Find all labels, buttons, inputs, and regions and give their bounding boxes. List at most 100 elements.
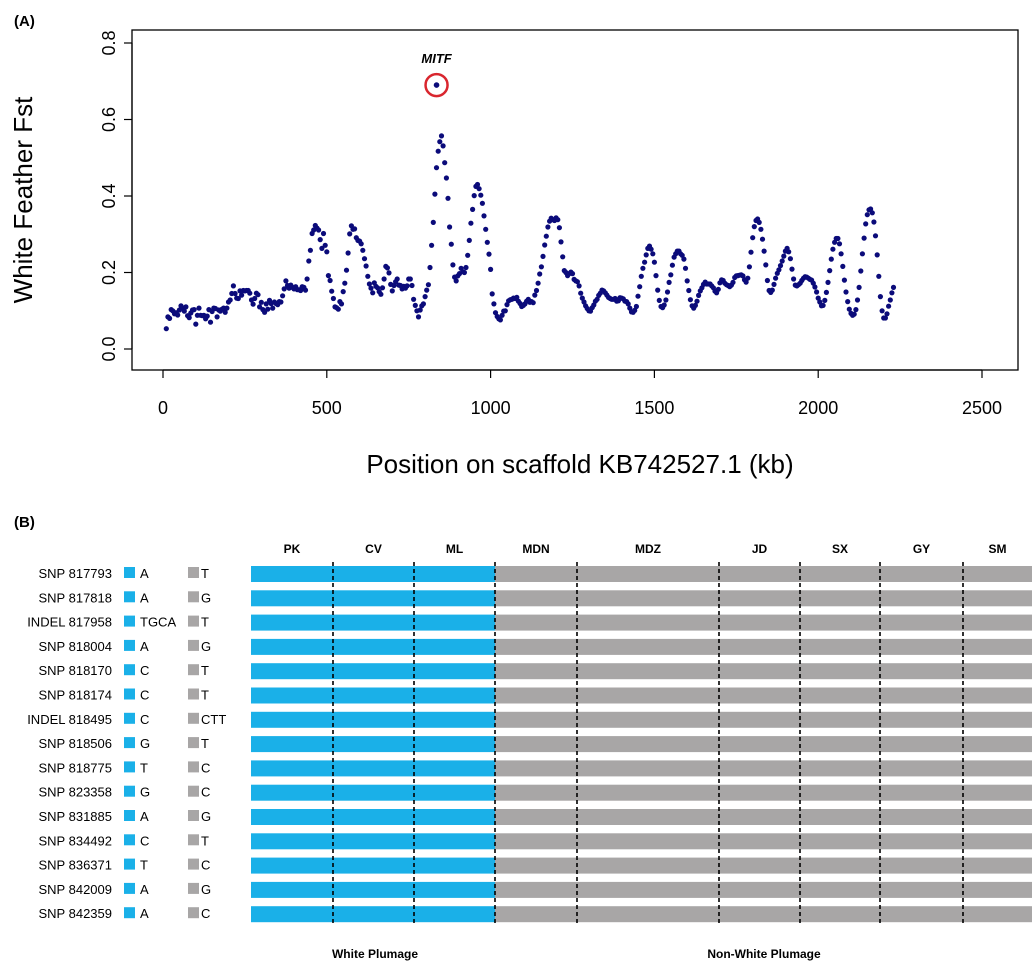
scatter-point — [664, 289, 671, 295]
non-white-genotype-bar — [495, 687, 1032, 704]
scatter-point — [363, 263, 369, 269]
scatter-point — [828, 256, 834, 262]
scatter-point — [361, 256, 368, 262]
scatter-point — [779, 258, 785, 264]
scatter-point — [278, 299, 284, 305]
scatter-point — [327, 277, 333, 284]
scatter-point — [789, 266, 795, 272]
other-allele-swatch — [188, 664, 199, 676]
scatter-point — [853, 307, 859, 313]
scatter-point — [669, 262, 676, 268]
panel-a-label: (A) — [14, 13, 35, 30]
other-allele-swatch — [188, 615, 199, 627]
white-genotype-bar — [251, 906, 495, 923]
scatter-point — [814, 289, 820, 295]
population-header: MDN — [522, 542, 549, 556]
scatter-point — [280, 293, 286, 299]
x-tick-label: 1500 — [634, 398, 674, 418]
scatter-point — [773, 275, 779, 281]
other-allele: T — [201, 663, 209, 678]
scatter-point — [887, 297, 893, 303]
scatter-point — [761, 248, 767, 254]
scatter-point — [827, 268, 833, 274]
scatter-point — [876, 273, 882, 279]
scatter-point — [874, 252, 880, 258]
population-header: PK — [284, 542, 301, 556]
scatter-point — [409, 282, 415, 289]
white-allele: A — [140, 906, 149, 921]
scatter-point — [445, 195, 451, 201]
non-white-genotype-bar — [495, 711, 1032, 728]
white-allele-swatch — [124, 907, 135, 919]
scatter-point — [791, 276, 797, 282]
non-white-genotype-bar — [495, 590, 1032, 607]
scatter-point — [863, 221, 869, 227]
variant-id: SNP 842009 — [39, 882, 113, 897]
scatter-point — [633, 303, 640, 310]
scatter-point — [358, 241, 364, 247]
scatter-point — [538, 264, 545, 270]
scatter-point — [262, 309, 268, 315]
scatter-point — [889, 290, 895, 296]
variant-id: SNP 818004 — [39, 639, 113, 654]
non-white-genotype-bar — [495, 809, 1032, 825]
scatter-point — [324, 249, 330, 255]
white-allele: G — [140, 736, 150, 751]
scatter-point — [632, 307, 638, 313]
scatter-point — [307, 247, 313, 253]
non-white-genotype-bar — [495, 833, 1032, 850]
scatter-point — [320, 230, 327, 237]
white-allele: A — [140, 566, 149, 581]
scatter-point — [224, 305, 230, 311]
scatter-point — [882, 315, 889, 321]
scatter-point — [576, 283, 582, 289]
scatter-point — [786, 249, 792, 255]
scatter-point — [330, 295, 336, 302]
non-white-genotype-bar — [495, 906, 1032, 923]
scatter-point — [540, 253, 546, 259]
scatter-point — [835, 235, 841, 242]
scatter-point — [579, 295, 585, 301]
scatter-point — [687, 297, 694, 303]
scatter-point — [394, 276, 400, 282]
scatter-point — [869, 210, 875, 216]
scatter-point — [214, 314, 220, 320]
white-allele-swatch — [124, 834, 135, 846]
scatter-point — [836, 241, 843, 247]
scatter-point — [227, 297, 233, 303]
variant-id: SNP 818775 — [39, 760, 113, 775]
scatter-point — [692, 302, 699, 308]
scatter-point — [822, 297, 828, 303]
scatter-point — [560, 254, 566, 260]
white-genotype-bar — [251, 833, 495, 850]
scatter-point — [845, 299, 851, 305]
scatter-point — [682, 265, 689, 271]
scatter-point — [556, 225, 563, 231]
scatter-point — [440, 143, 446, 149]
scatter-point — [479, 200, 485, 206]
other-allele: C — [201, 906, 210, 921]
scatter-point — [558, 239, 564, 245]
scatter-point — [404, 283, 410, 289]
other-allele-swatch — [188, 567, 199, 578]
scatter-point — [640, 265, 646, 271]
scatter-point — [322, 242, 328, 248]
scatter-point — [840, 263, 846, 269]
scatter-point — [484, 239, 490, 245]
scatter-point — [841, 277, 848, 283]
scatter-point — [222, 309, 228, 315]
scatter-point — [638, 273, 644, 279]
scatter-point — [335, 306, 341, 312]
scatter-point — [530, 300, 536, 306]
scatter-point — [488, 266, 494, 272]
scatter-point — [483, 226, 489, 232]
scatter-point — [181, 308, 187, 314]
scatter-point — [450, 262, 456, 268]
scatter-point — [872, 233, 879, 239]
scatter-point — [366, 281, 372, 287]
x-axis: 0 500 1000 1500 2000 2500 — [158, 369, 1002, 418]
other-allele-swatch — [188, 858, 199, 870]
scatter-point — [684, 278, 690, 284]
other-allele-swatch — [188, 639, 199, 651]
